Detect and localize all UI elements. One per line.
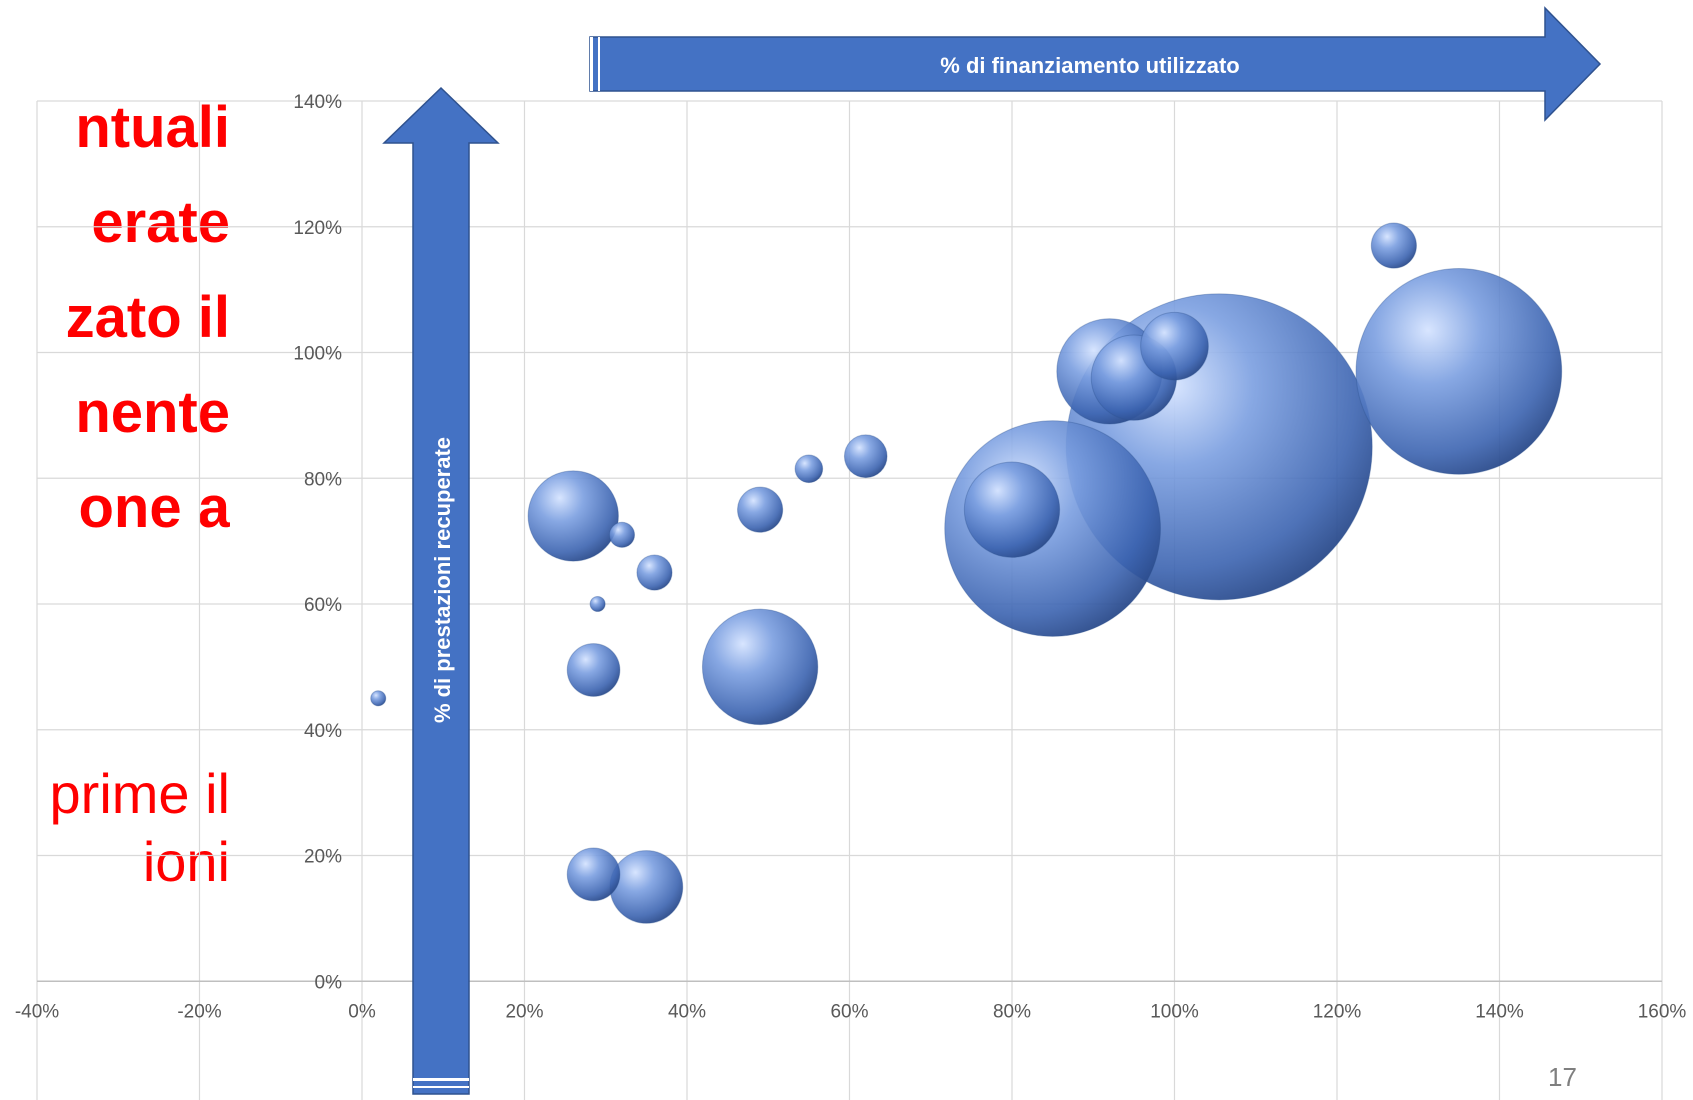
bubble	[737, 486, 784, 533]
x-tick-label: -20%	[177, 1001, 221, 1022]
bubble	[608, 521, 636, 548]
axis-arrows: % di finanziamento utilizzato % di prest…	[382, 6, 1602, 1095]
x-tick-label: 20%	[505, 1001, 543, 1022]
x-tick-label: 0%	[348, 1001, 376, 1022]
bold-text-line: zato il	[65, 285, 230, 350]
bold-text-line: nente	[75, 380, 230, 445]
x-tick-label: 160%	[1638, 1001, 1687, 1022]
y-tick-label: 80%	[304, 469, 342, 490]
y-arrow-tail-stripe	[413, 1078, 469, 1081]
x-tick-label: 120%	[1313, 1001, 1362, 1022]
bubble	[370, 690, 387, 707]
x-axis-title: % di finanziamento utilizzato	[940, 53, 1239, 78]
x-arrow-tail-stripe	[598, 37, 600, 91]
bold-text-line: one a	[78, 475, 231, 540]
y-tick-label: 120%	[293, 218, 342, 239]
x-tick-label: -40%	[15, 1001, 59, 1022]
bubble	[589, 595, 606, 613]
y-arrow-shape	[382, 86, 500, 1095]
y-tick-label: 100%	[293, 344, 342, 365]
y-tick-label: 40%	[304, 721, 342, 742]
bubble	[609, 850, 684, 924]
bold-text-line: ntuali	[75, 95, 230, 160]
x-arrow-tail-stripe	[590, 37, 593, 91]
body-text-line: ioni	[142, 830, 230, 893]
bubble	[963, 461, 1061, 558]
bubble	[843, 434, 888, 479]
bubble	[794, 454, 824, 484]
x-tick-label: 80%	[993, 1001, 1031, 1022]
y-tick-label: 140%	[293, 92, 342, 113]
axes: -40% -20% 0% 20% 40% 60% 80% 100% 120% 140% 160% -2…	[15, 92, 1687, 1100]
bubble	[636, 554, 673, 591]
grid	[36, 100, 1663, 1100]
bold-text-line: erate	[91, 190, 230, 255]
bubble	[1355, 268, 1563, 475]
bubble	[566, 847, 621, 902]
bubble	[701, 608, 819, 726]
bubbles	[370, 222, 1563, 924]
y-tick-label: 60%	[304, 595, 342, 616]
bubble	[1140, 311, 1209, 381]
page-number: 17	[1548, 1062, 1577, 1092]
y-tick-label: -20%	[298, 1098, 342, 1100]
x-tick-label: 140%	[1475, 1001, 1524, 1022]
y-tick-label: 20%	[304, 847, 342, 868]
x-arrow-shape	[589, 6, 1602, 122]
bubble	[527, 470, 619, 562]
y-axis-title: % di prestazioni recuperate	[430, 437, 455, 723]
y-tick-label: 0%	[315, 972, 343, 993]
x-tick-label: 60%	[830, 1001, 868, 1022]
x-tick-label: 100%	[1150, 1001, 1199, 1022]
bubble	[1370, 222, 1417, 269]
x-tick-label: 40%	[668, 1001, 706, 1022]
bubble	[566, 643, 621, 697]
y-arrow-tail-stripe	[413, 1086, 469, 1088]
